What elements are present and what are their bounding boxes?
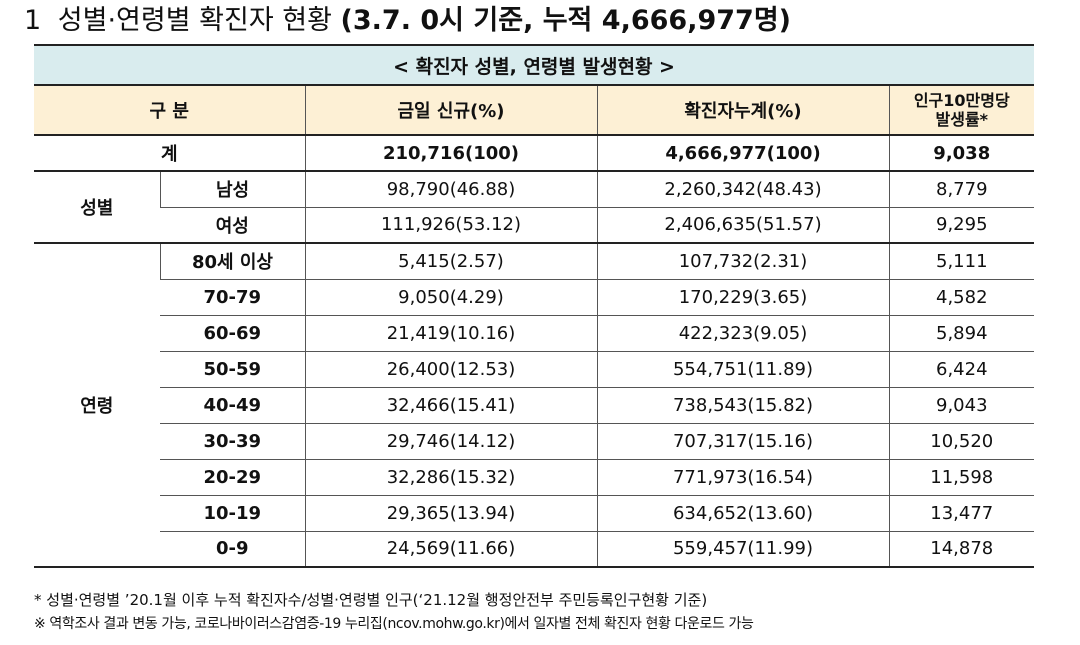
row-label: 10-19 [160,494,305,532]
cell-rate: 4,582 [888,278,1035,316]
row-label: 0-9 [160,530,305,568]
total-label: 계 [34,134,305,172]
cell-cumulative: 738,543(15.82) [596,386,889,424]
total-rate: 9,038 [888,134,1035,172]
footnotes: * 성별·연령별 ’20.1월 이후 누적 확진자수/성별·연령별 인구(‘21… [34,588,754,636]
table-row: 10-19 29,365(13.94) 634,652(13.60) 13,47… [34,494,1035,532]
table-row: 20-29 32,286(15.32) 771,973(16.54) 11,59… [34,458,1035,496]
cell-rate: 11,598 [888,458,1035,496]
row-label: 여성 [160,206,305,244]
cell-rate: 8,779 [888,170,1035,208]
cell-daily: 21,419(10.16) [304,314,597,352]
cell-daily: 98,790(46.88) [304,170,597,208]
table-row: 0-9 24,569(11.66) 559,457(11.99) 14,878 [34,530,1035,568]
table-row: 60-69 21,419(10.16) 422,323(9.05) 5,894 [34,314,1035,352]
table-row: 50-59 26,400(12.53) 554,751(11.89) 6,424 [34,350,1035,388]
cell-daily: 29,365(13.94) [304,494,597,532]
footnote-rate-definition: * 성별·연령별 ’20.1월 이후 누적 확진자수/성별·연령별 인구(‘21… [34,591,708,609]
header-rate-line2: 발생률* [935,110,989,129]
cell-rate: 10,520 [888,422,1035,460]
header-category: 구 분 [34,84,305,136]
row-label: 20-29 [160,458,305,496]
cell-daily: 26,400(12.53) [304,350,597,388]
cell-rate: 14,878 [888,530,1035,568]
cell-rate: 6,424 [888,350,1035,388]
total-row: 계 210,716(100) 4,666,977(100) 9,038 [34,134,1035,172]
cell-rate: 5,894 [888,314,1035,352]
section-number: 1 [24,5,42,36]
cell-cumulative: 559,457(11.99) [596,530,889,568]
table-row: 70-79 9,050(4.29) 170,229(3.65) 4,582 [34,278,1035,316]
cell-rate: 9,295 [888,206,1035,244]
header-daily: 금일 신규(%) [304,84,597,136]
table-row: 30-39 29,746(14.12) 707,317(15.16) 10,52… [34,422,1035,460]
table-row: 여성 111,926(53.12) 2,406,635(51.57) 9,295 [34,206,1035,244]
cell-cumulative: 422,323(9.05) [596,314,889,352]
confirmed-cases-table: < 확진자 성별, 연령별 발생현황 > 구 분 금일 신규(%) 확진자누계(… [34,44,1035,568]
table-row: 연령 80세 이상 5,415(2.57) 107,732(2.31) 5,11… [34,242,1035,568]
table-row: 성별 남성 98,790(46.88) 2,260,342(48.43) 8,7… [34,170,1035,244]
cell-rate: 5,111 [888,242,1035,280]
total-daily: 210,716(100) [304,134,597,172]
cell-cumulative: 634,652(13.60) [596,494,889,532]
row-label: 50-59 [160,350,305,388]
title-reference: (3.7. 0시 기준, 누적 4,666,977명) [340,5,792,36]
cell-cumulative: 554,751(11.89) [596,350,889,388]
total-cumulative: 4,666,977(100) [596,134,889,172]
cell-daily: 9,050(4.29) [304,278,597,316]
title-main: 성별·연령별 확진자 현황 [57,5,332,36]
cell-rate: 13,477 [888,494,1035,532]
cell-cumulative: 170,229(3.65) [596,278,889,316]
cell-cumulative: 707,317(15.16) [596,422,889,460]
table-row: 40-49 32,466(15.41) 738,543(15.82) 9,043 [34,386,1035,424]
cell-daily: 24,569(11.66) [304,530,597,568]
page-title: 1 성별·연령별 확진자 현황 (3.7. 0시 기준, 누적 4,666,97… [24,4,791,38]
cell-daily: 5,415(2.57) [304,242,597,280]
row-label: 남성 [159,170,305,208]
footnote-download-info: ※ 역학조사 결과 변동 가능, 코로나바이러스감염증-19 누리집(ncov.… [34,616,754,632]
table-caption: < 확진자 성별, 연령별 발생현황 > [34,44,1035,86]
cell-cumulative: 2,260,342(48.43) [596,170,889,208]
cell-cumulative: 107,732(2.31) [596,242,889,280]
cell-daily: 111,926(53.12) [304,206,597,244]
cell-daily: 29,746(14.12) [304,422,597,460]
group-label-age: 연령 [34,242,160,568]
group-label-sex: 성별 [34,170,160,244]
table-header-row: 구 분 금일 신규(%) 확진자누계(%) 인구10만명당 발생률* [34,84,1035,136]
row-label: 70-79 [160,278,305,316]
cell-daily: 32,466(15.41) [304,386,597,424]
cell-cumulative: 771,973(16.54) [596,458,889,496]
table-caption-row: < 확진자 성별, 연령별 발생현황 > [34,44,1035,86]
header-rate: 인구10만명당 발생률* [888,84,1035,136]
row-label: 40-49 [160,386,305,424]
cell-cumulative: 2,406,635(51.57) [596,206,889,244]
cell-rate: 9,043 [888,386,1035,424]
cell-daily: 32,286(15.32) [304,458,597,496]
row-label: 60-69 [160,314,305,352]
row-label: 80세 이상 [159,242,305,280]
header-rate-line1: 인구10만명당 [913,91,1010,110]
header-cumulative: 확진자누계(%) [596,84,889,136]
row-label: 30-39 [160,422,305,460]
